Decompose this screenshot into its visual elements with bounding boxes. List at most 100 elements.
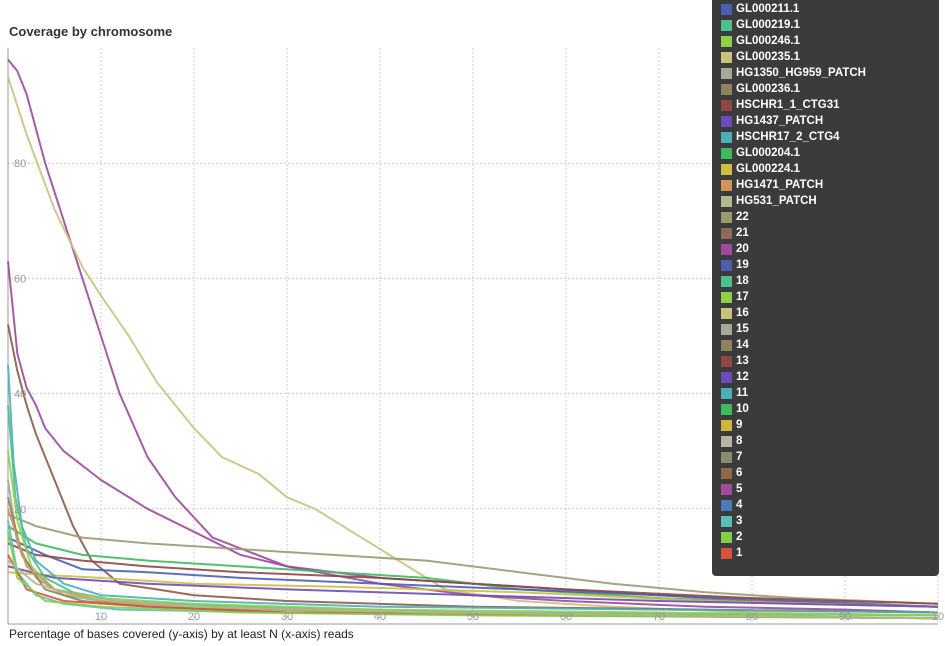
legend-item[interactable]: 22 bbox=[721, 209, 749, 225]
legend-item[interactable]: GL000235.1 bbox=[721, 49, 800, 65]
legend-swatch bbox=[721, 195, 732, 207]
legend-swatch bbox=[721, 243, 732, 255]
legend-item[interactable]: 2 bbox=[721, 529, 742, 545]
legend-label: 21 bbox=[736, 227, 749, 239]
legend-item[interactable]: GL000236.1 bbox=[721, 81, 800, 97]
legend-label: 18 bbox=[736, 275, 749, 287]
legend-label: 20 bbox=[736, 243, 749, 255]
legend-item[interactable]: 5 bbox=[721, 481, 742, 497]
legend-label: 5 bbox=[736, 483, 743, 495]
legend-label: 8 bbox=[736, 435, 743, 447]
legend-swatch bbox=[721, 35, 732, 47]
legend-swatch bbox=[721, 67, 732, 79]
legend-label: 13 bbox=[736, 355, 749, 367]
series-line bbox=[7, 260, 939, 614]
legend-item[interactable]: GL000204.1 bbox=[721, 145, 800, 161]
x-tick-label: 70 bbox=[653, 611, 665, 623]
legend-swatch bbox=[721, 147, 732, 159]
legend-item[interactable]: HSCHR17_2_CTG4 bbox=[721, 129, 840, 145]
legend-item[interactable]: 16 bbox=[721, 305, 749, 321]
legend-swatch bbox=[721, 275, 732, 287]
legend-item[interactable]: 19 bbox=[721, 257, 749, 273]
legend-label: 19 bbox=[736, 259, 749, 271]
legend-item[interactable]: HSCHR1_1_CTG31 bbox=[721, 97, 840, 113]
legend-swatch bbox=[721, 259, 732, 271]
legend-label: GL000224.1 bbox=[736, 163, 800, 175]
legend-label: GL000235.1 bbox=[736, 51, 800, 63]
legend-label: 15 bbox=[736, 323, 749, 335]
legend-swatch bbox=[721, 467, 732, 479]
y-tick-label: 60 bbox=[14, 273, 26, 285]
legend-item[interactable]: GL000211.1 bbox=[721, 1, 799, 17]
legend-label: 22 bbox=[736, 211, 749, 223]
legend-item[interactable]: 4 bbox=[721, 497, 742, 513]
legend-swatch bbox=[721, 291, 732, 303]
legend-label: 1 bbox=[736, 547, 743, 559]
x-tick-label: 10 bbox=[932, 611, 944, 623]
legend-item[interactable]: 14 bbox=[721, 337, 749, 353]
legend-label: 11 bbox=[736, 387, 749, 399]
legend-item[interactable]: 12 bbox=[721, 369, 749, 385]
legend-label: GL000204.1 bbox=[736, 147, 800, 159]
legend-item[interactable]: 10 bbox=[721, 401, 749, 417]
legend-item[interactable]: 8 bbox=[721, 433, 742, 449]
legend-label: HG531_PATCH bbox=[736, 195, 817, 207]
legend-label: 2 bbox=[736, 531, 743, 543]
legend-item[interactable]: GL000246.1 bbox=[721, 33, 800, 49]
legend-swatch bbox=[721, 371, 732, 383]
legend-item[interactable]: 9 bbox=[721, 417, 742, 433]
legend-item[interactable]: 7 bbox=[721, 449, 742, 465]
legend-swatch bbox=[721, 131, 732, 143]
legend-item[interactable]: GL000219.1 bbox=[721, 17, 800, 33]
legend-item[interactable]: 13 bbox=[721, 353, 749, 369]
legend-item[interactable]: 21 bbox=[721, 225, 749, 241]
y-tick-label: 20 bbox=[14, 504, 26, 516]
legend-item[interactable]: 17 bbox=[721, 289, 749, 305]
legend-item[interactable]: GL000224.1 bbox=[721, 161, 800, 177]
legend-label: HG1437_PATCH bbox=[736, 115, 824, 127]
legend-swatch bbox=[721, 307, 732, 319]
legend-swatch bbox=[721, 83, 732, 95]
legend-label: HSCHR17_2_CTG4 bbox=[736, 131, 840, 143]
legend-label: 6 bbox=[736, 467, 743, 479]
legend-label: 16 bbox=[736, 307, 749, 319]
legend-swatch bbox=[721, 163, 732, 175]
legend-swatch bbox=[721, 339, 732, 351]
y-tick-label: 40 bbox=[14, 389, 26, 401]
legend-swatch bbox=[721, 531, 732, 543]
legend-label: GL000219.1 bbox=[736, 19, 800, 31]
legend-label: HG1471_PATCH bbox=[736, 179, 824, 191]
legend-label: 17 bbox=[736, 291, 749, 303]
legend-item[interactable]: 11 bbox=[721, 385, 748, 401]
legend-swatch bbox=[721, 355, 732, 367]
series-lines bbox=[7, 58, 939, 620]
legend-swatch bbox=[721, 19, 732, 31]
legend-item[interactable]: 6 bbox=[721, 465, 742, 481]
legend-item[interactable]: 15 bbox=[721, 321, 749, 337]
series-line bbox=[7, 531, 939, 620]
legend-item[interactable]: 20 bbox=[721, 241, 749, 257]
legend-item[interactable]: HG1471_PATCH bbox=[721, 177, 823, 193]
legend-item[interactable]: 18 bbox=[721, 273, 749, 289]
tick-labels: 10 20 30 40 50 60 70 80 90 10 20 40 60 80 bbox=[14, 158, 944, 623]
legend-swatch bbox=[721, 483, 732, 495]
legend-swatch bbox=[721, 435, 732, 447]
legend-label: 14 bbox=[736, 339, 749, 351]
legend-swatch bbox=[721, 499, 732, 511]
series-line bbox=[7, 536, 939, 608]
legend: GL000211.1 GL000219.1 GL000246.1 GL000235.1… bbox=[712, 0, 939, 576]
x-tick-label: 60 bbox=[560, 611, 572, 623]
legend-swatch bbox=[721, 211, 732, 223]
legend-swatch bbox=[721, 99, 732, 111]
x-tick-label: 40 bbox=[374, 611, 386, 623]
legend-item[interactable]: HG1350_HG959_PATCH bbox=[721, 65, 866, 81]
legend-item[interactable]: HG531_PATCH bbox=[721, 193, 817, 209]
legend-swatch bbox=[721, 403, 732, 415]
legend-item[interactable]: HG1437_PATCH bbox=[721, 113, 823, 129]
legend-label: 4 bbox=[736, 499, 743, 511]
axes bbox=[7, 48, 938, 625]
legend-swatch bbox=[721, 323, 732, 335]
legend-item[interactable]: 3 bbox=[721, 513, 742, 529]
legend-label: 9 bbox=[736, 419, 743, 431]
legend-item[interactable]: 1 bbox=[721, 545, 742, 561]
